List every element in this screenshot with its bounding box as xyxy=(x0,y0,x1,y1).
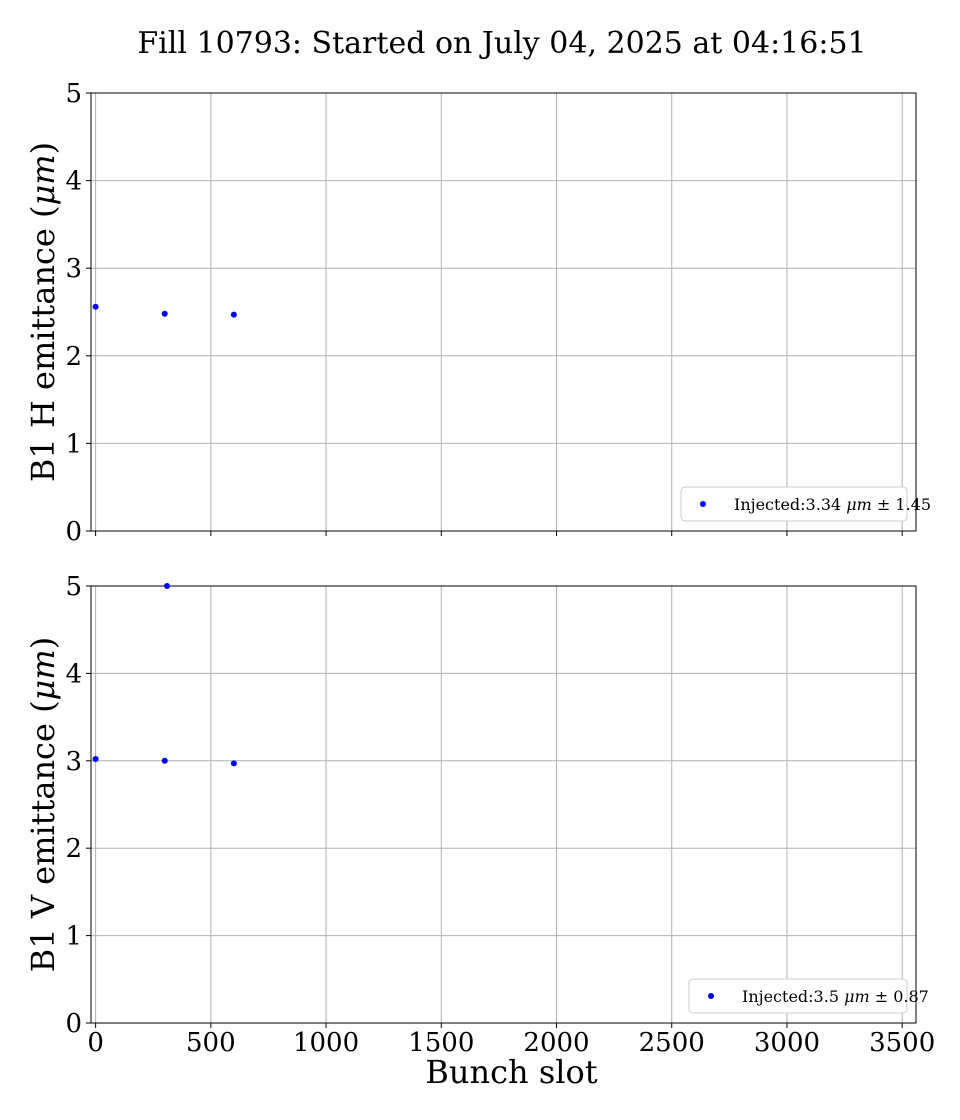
y-tick-label: 2 xyxy=(65,342,82,372)
y-axis-label: B1 H emittance (μm) xyxy=(24,142,62,482)
y-axis-label-text: B1 V emittance ( xyxy=(24,700,62,972)
plot-frame xyxy=(90,92,917,532)
figure-title: Fill 10793: Started on July 04, 2025 at … xyxy=(137,26,866,61)
y-tick-label: 4 xyxy=(65,659,82,689)
legend-box xyxy=(680,486,908,522)
legend-label-suffix: ± 0.87 xyxy=(870,987,929,1006)
x-tick-label: 3500 xyxy=(869,1028,935,1058)
legend-label: Injected:3.5 μm ± 0.87 xyxy=(742,987,929,1006)
y-tick-label: 3 xyxy=(65,254,82,284)
x-tick-label: 1500 xyxy=(408,1028,474,1058)
legend-label-unit: μm xyxy=(846,495,872,514)
y-tick-label: 5 xyxy=(65,572,82,602)
data-point xyxy=(92,303,99,310)
x-tick-label: 2000 xyxy=(523,1028,589,1058)
y-tick-label: 4 xyxy=(65,167,82,197)
data-point xyxy=(161,310,168,317)
legend-label-prefix: Injected:3.34 xyxy=(734,495,846,514)
chart-panel-2: 0 1 2 3 4 5 0 500 1000 1500 2000 2500 3000 3500 B1 V e… xyxy=(24,572,935,1091)
y-axis-label-close: ) xyxy=(24,142,62,154)
y-tick-label: 1 xyxy=(65,922,82,952)
data-point xyxy=(161,757,168,764)
x-axis-label: Bunch slot xyxy=(425,1053,597,1091)
legend-label-unit: μm xyxy=(844,987,870,1006)
y-axis-label-text: B1 H emittance ( xyxy=(24,206,62,483)
data-point xyxy=(92,756,99,763)
y-axis-label: B1 V emittance (μm) xyxy=(24,637,62,972)
x-tick-label: 3000 xyxy=(754,1028,820,1058)
x-tick-label: 500 xyxy=(186,1028,236,1058)
x-tick-label: 0 xyxy=(87,1028,104,1058)
legend-marker xyxy=(708,993,714,999)
plot-frame xyxy=(90,585,917,1024)
legend-label-suffix: ± 1.45 xyxy=(872,495,931,514)
y-tick-label: 2 xyxy=(65,834,82,864)
x-tick-label: 1000 xyxy=(293,1028,359,1058)
y-tick-label: 5 xyxy=(65,79,82,109)
legend-marker xyxy=(700,501,706,507)
y-axis-label-unit: μm xyxy=(24,649,62,700)
y-tick-label: 3 xyxy=(65,747,82,777)
x-tick-label: 2500 xyxy=(639,1028,705,1058)
y-axis-label-close: ) xyxy=(24,637,62,649)
y-tick-label: 0 xyxy=(65,1009,82,1039)
data-point xyxy=(230,311,237,318)
data-point xyxy=(164,583,171,589)
y-tick-label: 1 xyxy=(65,429,82,459)
y-axis-label-unit: μm xyxy=(24,154,62,205)
legend-label: Injected:3.34 μm ± 1.45 xyxy=(734,495,931,514)
legend-label-prefix: Injected:3.5 xyxy=(742,987,844,1006)
legend-box xyxy=(688,978,908,1014)
y-tick-label: 0 xyxy=(65,517,82,547)
data-point xyxy=(230,760,237,767)
